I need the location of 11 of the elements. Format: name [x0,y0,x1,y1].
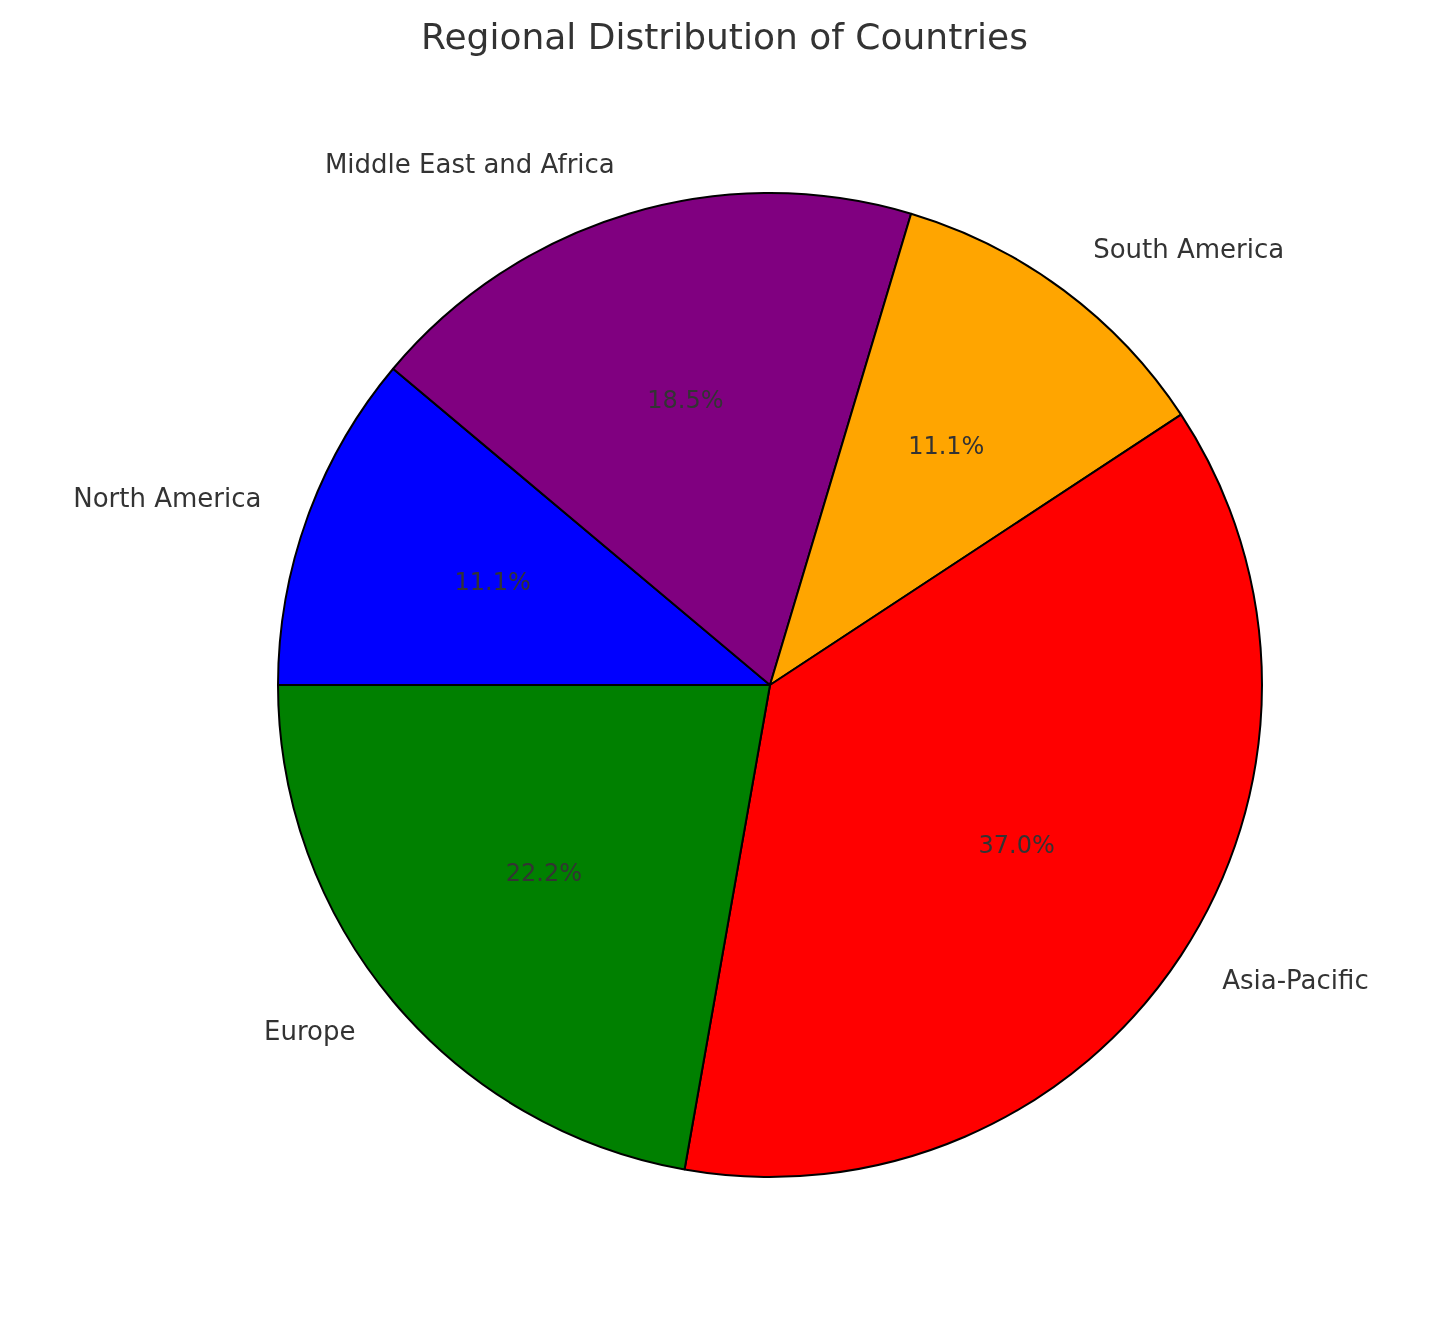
slice-label: Asia-Pacific [1222,965,1369,996]
data-label: 22.2% [505,858,582,887]
data-label: 11.1% [908,432,985,461]
slice-label: South America [1093,233,1285,264]
slice-label: Middle East and Africa [324,149,615,180]
data-label: 37.0% [978,831,1055,860]
data-label: 11.1% [454,568,531,597]
data-label: 18.5% [647,386,724,415]
chart-title: Regional Distribution of Countries [421,16,1028,58]
slice-label: Europe [263,1015,356,1046]
slice-label: North America [73,482,262,513]
